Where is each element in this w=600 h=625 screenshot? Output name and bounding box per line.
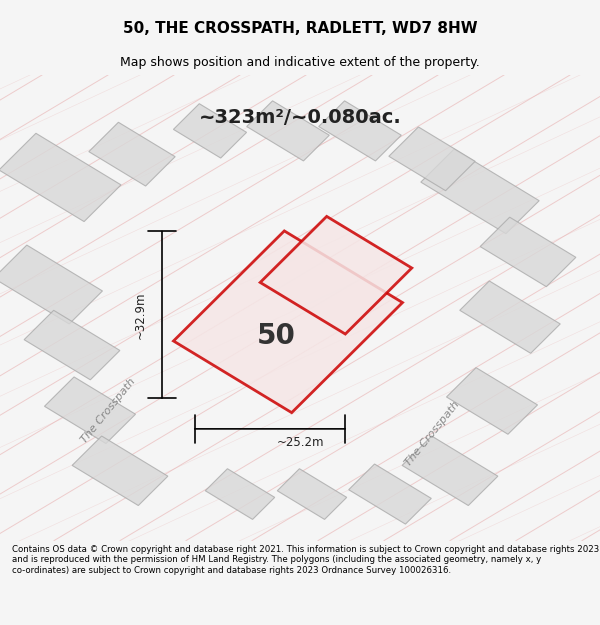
Polygon shape	[319, 101, 401, 161]
Polygon shape	[24, 311, 120, 380]
Polygon shape	[173, 104, 247, 158]
Text: The Crosspath: The Crosspath	[79, 376, 137, 444]
Polygon shape	[0, 133, 121, 222]
Text: ~25.2m: ~25.2m	[276, 436, 324, 449]
Polygon shape	[89, 122, 175, 186]
Polygon shape	[446, 368, 538, 434]
Polygon shape	[349, 464, 431, 524]
Polygon shape	[0, 245, 103, 324]
Polygon shape	[460, 281, 560, 353]
Text: Contains OS data © Crown copyright and database right 2021. This information is : Contains OS data © Crown copyright and d…	[12, 545, 599, 574]
Polygon shape	[260, 216, 412, 334]
Polygon shape	[72, 436, 168, 506]
Polygon shape	[173, 231, 403, 412]
Polygon shape	[277, 469, 347, 519]
Text: Map shows position and indicative extent of the property.: Map shows position and indicative extent…	[120, 56, 480, 69]
Text: ~32.9m: ~32.9m	[134, 291, 147, 339]
Text: The Crosspath: The Crosspath	[403, 399, 461, 468]
Polygon shape	[44, 377, 136, 444]
Polygon shape	[389, 127, 475, 191]
Polygon shape	[402, 436, 498, 506]
Text: 50: 50	[257, 322, 295, 350]
Text: ~323m²/~0.080ac.: ~323m²/~0.080ac.	[199, 107, 401, 127]
Polygon shape	[247, 101, 329, 161]
Polygon shape	[205, 469, 275, 519]
Polygon shape	[421, 149, 539, 234]
Text: 50, THE CROSSPATH, RADLETT, WD7 8HW: 50, THE CROSSPATH, RADLETT, WD7 8HW	[122, 21, 478, 36]
Polygon shape	[480, 217, 576, 287]
